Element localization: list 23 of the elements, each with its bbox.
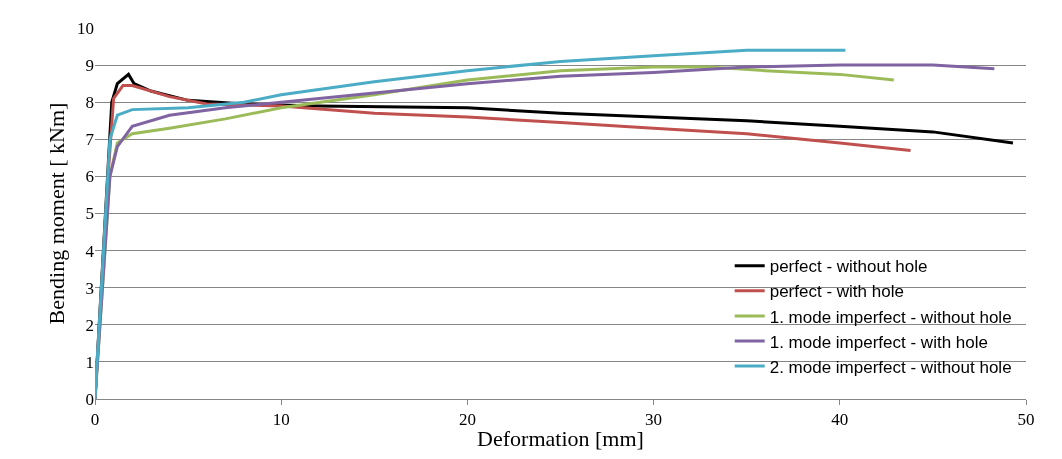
y-tick-label: 8 — [85, 93, 94, 113]
legend-label: 2. mode imperfect - without hole — [769, 357, 1012, 377]
y-axis-title: Bending moment [ kNm] — [43, 102, 69, 325]
y-tick-label: 6 — [85, 167, 94, 187]
y-tick-label: 1 — [85, 352, 94, 372]
legend-label: 1. mode imperfect - without hole — [769, 307, 1012, 327]
x-axis-title: Deformation [mm] — [477, 426, 644, 452]
y-tick-label: 4 — [85, 241, 95, 261]
legend-label: perfect - with hole — [769, 282, 904, 302]
x-tick-label: 50 — [1017, 410, 1035, 430]
y-tick-label: 3 — [85, 278, 94, 298]
y-tick-label: 2 — [85, 315, 94, 335]
legend-label: perfect - without hole — [769, 257, 928, 277]
y-tick-label: 7 — [85, 130, 95, 150]
x-tick-label: 30 — [645, 410, 663, 430]
x-tick-label: 10 — [272, 410, 290, 430]
y-tick-label: 10 — [77, 18, 94, 38]
x-tick-label: 20 — [458, 410, 476, 430]
x-tick-label: 40 — [831, 410, 849, 430]
y-tick-label: 0 — [85, 389, 94, 409]
y-tick-label: 5 — [85, 204, 94, 224]
legend-label: 1. mode imperfect - with hole — [769, 332, 988, 352]
y-tick-label: 9 — [85, 56, 94, 76]
